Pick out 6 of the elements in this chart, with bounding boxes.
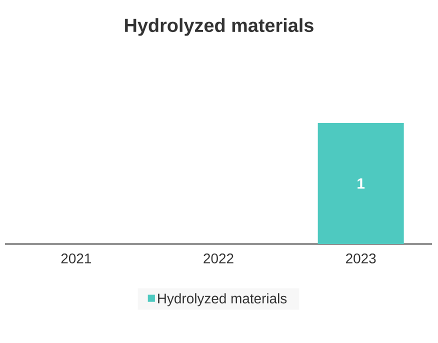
x-tick-label: 2021 [61, 254, 91, 264]
x-tick-label: 2023 [346, 254, 376, 264]
legend-label: Hydrolyzed materials [158, 293, 287, 306]
chart-title: Hydrolyzed materials [125, 18, 314, 36]
x-tick-label: 2022 [204, 254, 234, 264]
data-label: 1 [358, 178, 365, 189]
